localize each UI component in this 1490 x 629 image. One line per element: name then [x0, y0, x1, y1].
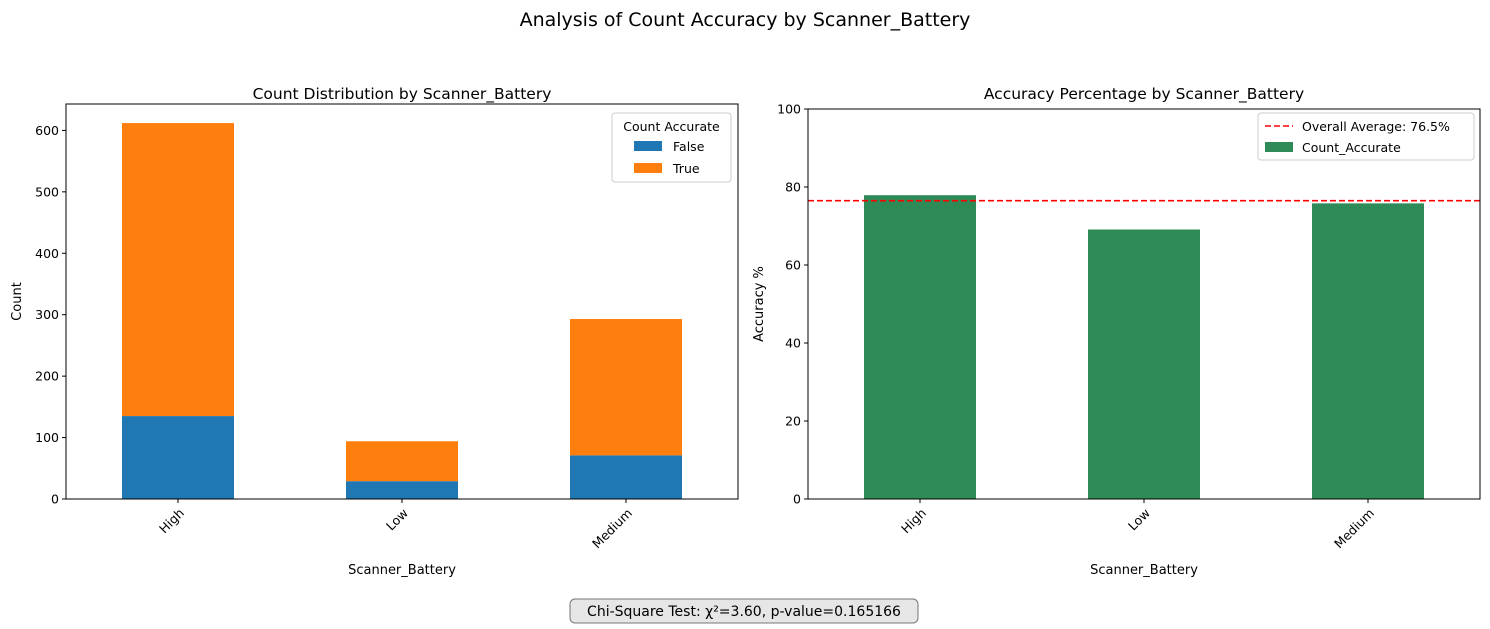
- right-y-tick-label-60: 60: [785, 258, 801, 273]
- left-bars-group: [122, 123, 682, 499]
- bar-high-false: [122, 416, 234, 499]
- left-legend: Count Accurate False True: [611, 112, 732, 183]
- bar-low-true: [346, 441, 458, 482]
- legend-accuracy-label: Count_Accurate: [1302, 140, 1401, 155]
- left-y-axis-ticks: 0 100 200 300 400 500 600: [35, 123, 66, 507]
- bar-medium-false: [570, 455, 682, 499]
- legend-true-swatch: [634, 163, 662, 173]
- left-y-tick-label-500: 500: [35, 184, 59, 199]
- bar-high-true: [122, 123, 234, 417]
- left-x-tick-label-high: High: [156, 505, 187, 536]
- right-chart-title: Accuracy Percentage by Scanner_Battery: [984, 85, 1304, 104]
- accuracy-bar-high: [864, 195, 976, 499]
- left-y-tick-label-400: 400: [35, 246, 59, 261]
- legend-true-label: True: [672, 161, 700, 176]
- left-x-axis-ticks: High Low Medium: [156, 499, 635, 551]
- left-y-tick-label-600: 600: [35, 123, 59, 138]
- legend-average-label: Overall Average: 76.5%: [1302, 119, 1450, 134]
- chi-square-note-text: Chi-Square Test: χ²=3.60, p-value=0.1651…: [587, 604, 901, 620]
- right-bars-group: [864, 195, 1424, 499]
- right-x-tick-label-low: Low: [1125, 505, 1153, 533]
- left-legend-title: Count Accurate: [623, 119, 720, 134]
- chi-square-note-box: [569, 598, 919, 624]
- left-y-tick-label-200: 200: [35, 369, 59, 384]
- left-chart-title: Count Distribution by Scanner_Battery: [253, 85, 552, 104]
- left-x-tick-label-medium: Medium: [589, 505, 635, 551]
- chi-square-note: Chi-Square Test: χ²=3.60, p-value=0.1651…: [569, 598, 919, 624]
- left-y-tick-label-0: 0: [51, 492, 59, 507]
- left-y-tick-label-300: 300: [35, 307, 59, 322]
- right-y-axis-label: Accuracy %: [752, 266, 767, 342]
- right-y-tick-label-40: 40: [785, 336, 801, 351]
- legend-false-swatch: [634, 141, 662, 151]
- figure-suptitle: Analysis of Count Accuracy by Scanner_Ba…: [520, 9, 971, 31]
- right-y-tick-label-0: 0: [793, 492, 801, 507]
- count-distribution-chart: Count Distribution by Scanner_Battery 0 1…: [10, 85, 739, 578]
- right-legend: Overall Average: 76.5% Count_Accurate: [1257, 112, 1475, 161]
- right-y-tick-label-80: 80: [785, 180, 801, 195]
- right-y-axis-ticks: 0 20 40 60 80 100: [777, 102, 808, 507]
- accuracy-bar-medium: [1312, 203, 1424, 499]
- right-y-tick-label-100: 100: [777, 102, 801, 117]
- left-x-tick-label-low: Low: [383, 505, 411, 533]
- right-x-tick-label-medium: Medium: [1331, 505, 1377, 551]
- bar-low-false: [346, 481, 458, 499]
- accuracy-percentage-chart: Accuracy Percentage by Scanner_Battery 0…: [752, 85, 1481, 578]
- right-x-tick-label-high: High: [898, 505, 929, 536]
- right-legend-box: [1257, 112, 1475, 161]
- left-y-tick-label-100: 100: [35, 430, 59, 445]
- left-x-axis-label: Scanner_Battery: [348, 563, 456, 578]
- legend-false-label: False: [673, 139, 705, 154]
- right-x-axis-ticks: High Low Medium: [898, 499, 1377, 551]
- right-x-axis-label: Scanner_Battery: [1090, 563, 1198, 578]
- accuracy-bar-low: [1088, 229, 1200, 499]
- bar-medium-true: [570, 319, 682, 456]
- right-y-tick-label-20: 20: [785, 414, 801, 429]
- legend-accuracy-swatch: [1265, 142, 1293, 152]
- left-y-axis-label: Count: [10, 282, 25, 321]
